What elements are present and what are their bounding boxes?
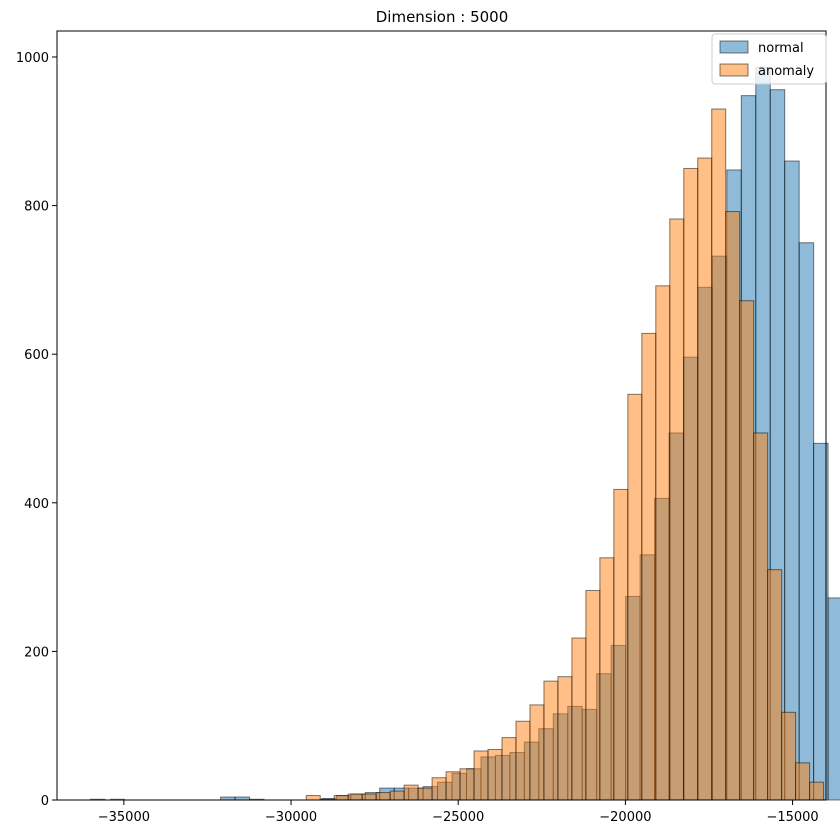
- bar-anomaly-35: [599, 557, 615, 801]
- legend-swatch-normal: [719, 40, 749, 54]
- bar-anomaly-30: [529, 704, 545, 801]
- bar-anomaly-43: [711, 108, 727, 801]
- bar-anomaly-16: [333, 795, 349, 801]
- legend-swatch-anomaly: [719, 63, 749, 77]
- bar-anomaly-21: [403, 784, 419, 801]
- y-tick-label: 800: [24, 200, 49, 215]
- bar-anomaly-39: [655, 285, 671, 801]
- bar-anomaly-27: [487, 748, 503, 801]
- bar-anomaly-28: [501, 737, 517, 801]
- bar-anomaly-41: [683, 167, 699, 801]
- bar-anomaly-44: [725, 211, 741, 801]
- y-tick-label: 1000: [16, 51, 49, 66]
- bar-anomaly-33: [571, 637, 587, 801]
- bar-anomaly-46: [753, 432, 769, 801]
- bar-anomaly-36: [613, 488, 629, 801]
- bar-anomaly-14: [305, 795, 321, 801]
- y-tick-label: 600: [24, 348, 49, 363]
- legend-label-normal: normal: [758, 41, 804, 56]
- bar-anomaly-31: [543, 680, 559, 801]
- axes-layer: −35000 −30000 −25000 −20000 −15000 0 200 400 600…: [16, 30, 827, 825]
- bar-anomaly-23: [431, 777, 447, 801]
- x-tick-label: −30000: [265, 810, 317, 825]
- bar-anomaly-29: [515, 720, 531, 801]
- bar-anomaly-18: [361, 793, 377, 801]
- x-tick-label: −25000: [432, 810, 484, 825]
- plot-frame: [56, 30, 827, 801]
- bar-anomaly-50: [809, 781, 825, 801]
- x-tick-label: −15000: [766, 810, 818, 825]
- bar-anomaly-34: [585, 589, 601, 801]
- bars-layer: [89, 66, 840, 801]
- bar-anomaly-22: [417, 787, 433, 801]
- legend-label-anomaly: anomaly: [758, 64, 814, 79]
- bar-anomaly-49: [795, 762, 811, 801]
- x-tick-label: −35000: [98, 810, 150, 825]
- chart-title: Dimension : 5000: [376, 8, 509, 26]
- bar-anomaly-26: [473, 750, 489, 801]
- bar-normal-48: [784, 160, 800, 801]
- y-tick-label: 200: [24, 645, 49, 660]
- bar-anomaly-48: [781, 711, 797, 801]
- bar-anomaly-32: [557, 676, 573, 801]
- bar-normal-49: [798, 242, 815, 801]
- bar-anomaly-24: [445, 771, 461, 801]
- bar-anomaly-42: [697, 157, 713, 801]
- bar-anomaly-38: [641, 332, 657, 801]
- y-tick-label: 400: [24, 497, 49, 512]
- bar-normal-51: [827, 597, 840, 801]
- x-tick-label: −20000: [599, 810, 651, 825]
- bar-anomaly-19: [375, 792, 391, 801]
- y-tick-label: 0: [41, 794, 49, 809]
- bar-anomaly-47: [767, 569, 783, 801]
- bar-anomaly-45: [739, 300, 755, 801]
- bar-anomaly-25: [459, 768, 475, 801]
- bar-anomaly-40: [669, 218, 685, 801]
- bar-anomaly-37: [627, 393, 643, 801]
- bar-anomaly-17: [347, 793, 363, 801]
- bar-anomaly-20: [389, 790, 405, 801]
- legend: normal anomaly: [711, 33, 827, 85]
